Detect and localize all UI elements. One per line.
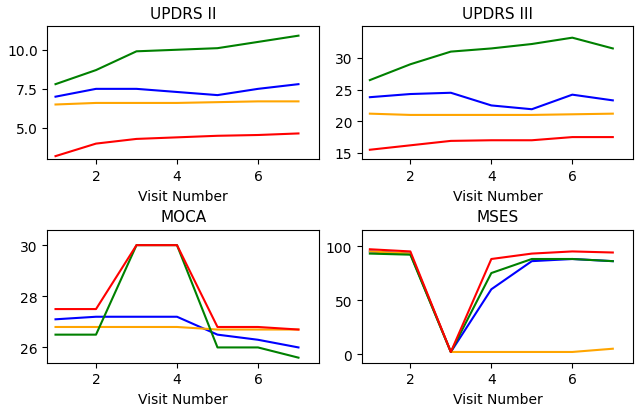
X-axis label: Visit Number: Visit Number <box>452 189 542 203</box>
X-axis label: Visit Number: Visit Number <box>452 392 542 406</box>
Title: UPDRS II: UPDRS II <box>150 7 216 22</box>
Title: MSES: MSES <box>476 210 518 225</box>
Title: MOCA: MOCA <box>160 210 206 225</box>
Title: UPDRS III: UPDRS III <box>462 7 533 22</box>
X-axis label: Visit Number: Visit Number <box>138 392 228 406</box>
X-axis label: Visit Number: Visit Number <box>138 189 228 203</box>
